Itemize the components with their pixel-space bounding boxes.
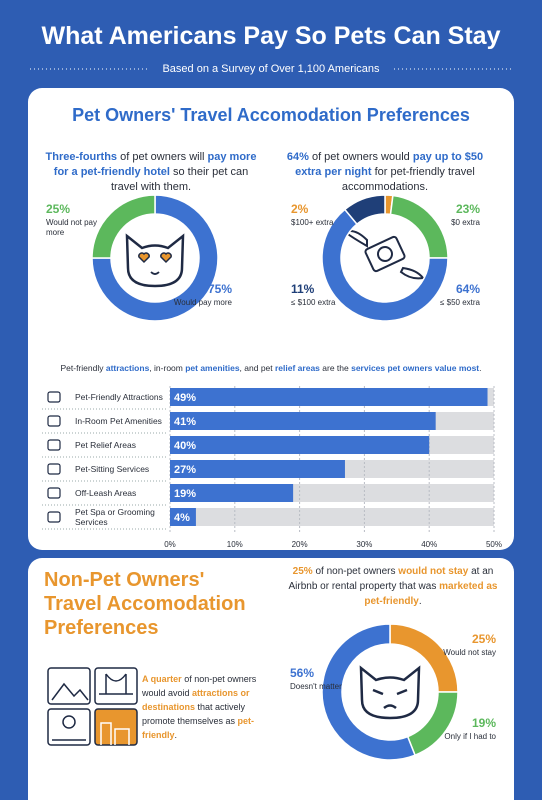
x-tick-label: 40%: [421, 540, 437, 549]
text-run: 64%: [286, 151, 309, 163]
segment-label: Only if I had to: [444, 732, 496, 741]
text-run: that actively promote themselves as: [142, 702, 246, 726]
value-label: 11%: [291, 282, 315, 296]
icon: [47, 511, 61, 523]
text-run: would not stay: [398, 566, 469, 577]
value-label: 49%: [174, 392, 196, 404]
text-run: for pet-friendly travel accommodations.: [341, 166, 475, 193]
text-run: , and pet: [239, 363, 275, 373]
section-heading: Pet Owners' Travel Accomodation Preferen…: [72, 105, 470, 125]
segment-label: ≤ $50 extra: [440, 298, 480, 307]
value-label: 41%: [174, 416, 196, 428]
text-run: , in-room: [149, 363, 186, 373]
value-label: 27%: [174, 464, 196, 476]
donut-segment: [91, 194, 156, 259]
bar: [170, 388, 488, 406]
section-heading: Non-Pet Owners' Travel Accomodation Pref…: [44, 569, 246, 639]
text-run: .: [479, 363, 482, 373]
text-run: of pet owners will: [117, 151, 208, 163]
value-label: 19%: [471, 716, 496, 730]
text-run: Pet-friendly: [60, 363, 106, 373]
bar: [170, 508, 196, 526]
segment-label: Would not stay: [443, 648, 496, 657]
text-run: pay up to $50 extra per night: [295, 151, 484, 178]
segment-label: Would not pay more: [46, 218, 97, 237]
text-run: services pet owners value most: [351, 363, 480, 373]
category-label: Off-Leash Areas: [75, 488, 137, 498]
x-tick-label: 0%: [164, 540, 176, 549]
text-run: of non-pet owners: [312, 566, 399, 577]
text-run: .: [174, 730, 178, 740]
x-tick-label: 20%: [292, 540, 308, 549]
text-run: A quarter: [142, 674, 182, 684]
segment-label: Would pay more: [173, 298, 232, 307]
card: [28, 558, 514, 800]
text-run: relief areas: [275, 363, 320, 373]
value-label: 23%: [455, 202, 480, 216]
value-label: 40%: [174, 440, 196, 452]
text-run: at an Airbnb or rental property that was: [288, 566, 494, 592]
segment-label: $0 extra: [451, 218, 480, 227]
paragraph: 25% of non-pet owners would not stay at …: [288, 564, 498, 609]
text-run: marketed as pet-friendly: [364, 581, 498, 607]
text-run: of non-pet owners would avoid: [142, 674, 257, 698]
paragraph: Three-fourths of pet owners will pay mor…: [45, 150, 257, 195]
value-label: 75%: [207, 282, 232, 296]
category-label: Pet Relief Areas: [75, 440, 136, 450]
category-label: Pet Spa or Grooming Services: [75, 507, 155, 527]
destination-icons: [47, 667, 138, 746]
icon: [47, 439, 61, 451]
x-tick-label: 30%: [356, 540, 372, 549]
text-run: Three-fourths: [45, 151, 118, 163]
x-tick-label: 50%: [486, 540, 502, 549]
bar-track: [170, 508, 494, 526]
value-label: 64%: [455, 282, 480, 296]
paragraph: 64% of pet owners would pay up to $50 ex…: [285, 150, 485, 195]
bar: [170, 412, 436, 430]
text-run: attractions: [105, 363, 150, 373]
text-run: .: [418, 596, 422, 607]
value-label: 2%: [291, 202, 309, 216]
segment-label: Doesn't matter: [290, 682, 342, 691]
bar: [170, 484, 294, 502]
value-label: 25%: [471, 632, 496, 646]
donut-segment: [321, 208, 449, 322]
angry-cat-icon: [359, 665, 421, 720]
donut-segment: [91, 194, 219, 322]
cat-icon: [125, 233, 185, 288]
text-run: so their pet can travel with them.: [110, 166, 249, 193]
icon: [47, 391, 61, 403]
donut-segment: [343, 194, 386, 226]
text-run: pet amenities: [185, 363, 240, 373]
value-label: 25%: [46, 202, 71, 216]
category-label: Pet-Friendly Attractions: [75, 392, 163, 402]
category-label: Pet-Sitting Services: [75, 464, 150, 474]
segment-label: $100+ extra: [291, 218, 334, 227]
value-label: 4%: [174, 512, 190, 524]
bar: [170, 460, 345, 478]
text-run: pay more for a pet-friendly hotel: [53, 151, 257, 178]
text-run: pet-friendly: [142, 716, 255, 740]
value-label: 19%: [174, 488, 196, 500]
text-run: are the: [319, 363, 352, 373]
title: What Americans Pay So Pets Can Stay: [41, 22, 501, 50]
text-run: of pet owners would: [308, 151, 413, 163]
segment-label: ≤ $100 extra: [291, 298, 336, 307]
icon: [47, 487, 61, 499]
value-label: 56%: [290, 666, 315, 680]
x-tick-label: 10%: [227, 540, 243, 549]
paragraph: A quarter of non-pet owners would avoid …: [142, 672, 268, 742]
category-label: In-Room Pet Amenities: [75, 416, 162, 426]
icon: [47, 415, 61, 427]
paragraph: Pet-friendly attractions, in-room pet am…: [30, 363, 512, 373]
bar: [170, 436, 430, 454]
subtitle: Based on a Survey of Over 1,100 American…: [162, 63, 380, 75]
donut-segment: [321, 623, 417, 761]
money-icon: [342, 230, 425, 280]
text-run: 25%: [292, 566, 313, 577]
text-run: attractions or destinations: [142, 688, 250, 712]
icon: [47, 463, 61, 475]
